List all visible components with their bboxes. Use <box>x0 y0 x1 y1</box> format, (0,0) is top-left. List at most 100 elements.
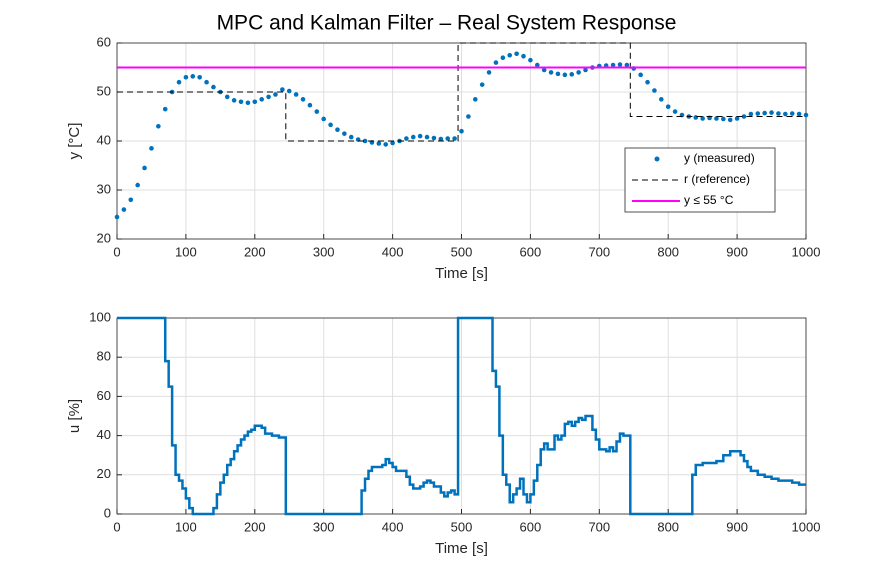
y-tick-label: 40 <box>97 132 111 147</box>
x-tick-label: 900 <box>726 244 748 259</box>
data-point <box>190 74 196 79</box>
x-tick-label: 1000 <box>792 244 821 259</box>
x-tick-label: 300 <box>313 519 335 534</box>
data-point <box>300 97 306 102</box>
data-point <box>493 60 499 65</box>
x-tick-label: 100 <box>175 519 197 534</box>
data-point <box>534 62 540 68</box>
data-point <box>803 112 809 118</box>
data-point <box>610 62 616 68</box>
y-tick-label: 40 <box>97 427 111 442</box>
data-point <box>638 72 643 78</box>
legend-label: y (measured) <box>684 151 755 165</box>
data-point <box>438 136 444 142</box>
data-point <box>362 138 368 144</box>
x-tick-label: 100 <box>175 244 197 259</box>
data-point <box>486 70 492 75</box>
y-tick-label: 0 <box>104 505 111 520</box>
data-point <box>541 67 547 73</box>
x-tick-label: 500 <box>451 244 473 259</box>
data-point <box>135 182 140 188</box>
data-point <box>238 99 244 105</box>
y-tick-label: 80 <box>97 349 111 364</box>
data-point <box>776 111 781 116</box>
data-point <box>231 98 237 103</box>
data-point <box>555 71 561 77</box>
data-point <box>727 117 733 123</box>
data-point <box>569 72 575 77</box>
y-tick-label: 30 <box>97 181 111 196</box>
data-point <box>314 109 320 114</box>
data-point <box>431 135 437 141</box>
x-axis-label: Time [s] <box>435 265 488 282</box>
x-tick-label: 1000 <box>792 519 821 534</box>
legend-label: y ≤ 55 °C <box>684 193 734 207</box>
data-point <box>769 110 774 115</box>
data-point <box>734 116 740 121</box>
data-point <box>755 111 761 116</box>
data-point <box>514 51 519 57</box>
data-point <box>624 62 630 68</box>
data-point <box>280 87 285 92</box>
data-point <box>404 136 409 141</box>
data-point <box>424 134 430 140</box>
data-point <box>259 97 264 102</box>
data-point <box>562 72 568 78</box>
x-tick-label: 200 <box>244 519 266 534</box>
data-point <box>211 84 216 90</box>
y-tick-label: 20 <box>97 230 111 245</box>
data-point <box>328 122 333 128</box>
x-tick-label: 400 <box>382 244 404 259</box>
y-tick-label: 60 <box>97 34 111 49</box>
y-tick-label: 60 <box>97 388 111 403</box>
y-tick-label: 100 <box>89 309 111 324</box>
data-point <box>789 111 795 116</box>
data-point <box>335 127 340 133</box>
data-point <box>142 165 147 171</box>
data-point <box>293 92 299 97</box>
legend-label: r (reference) <box>684 172 750 186</box>
data-point <box>114 214 120 220</box>
data-point <box>693 115 699 120</box>
data-point <box>183 75 189 80</box>
y-axis-label: y [°C] <box>66 123 83 160</box>
data-point <box>266 94 271 100</box>
measured-points <box>114 51 809 220</box>
x-tick-label: 600 <box>520 519 542 534</box>
y-axis-label: u [%] <box>66 399 83 433</box>
x-tick-label: 600 <box>520 244 542 259</box>
data-point <box>176 79 182 85</box>
data-point <box>617 62 623 67</box>
data-point <box>245 100 251 106</box>
data-point <box>672 109 678 114</box>
data-point <box>376 141 382 146</box>
data-point <box>286 88 292 94</box>
data-point <box>548 70 554 75</box>
data-point <box>307 102 313 108</box>
data-point <box>762 110 767 116</box>
data-point <box>748 111 754 117</box>
data-point <box>479 82 485 87</box>
y-tick-label: 20 <box>97 466 111 481</box>
data-point <box>224 94 230 100</box>
data-point <box>156 124 161 129</box>
x-tick-label: 0 <box>113 519 120 534</box>
data-point <box>659 97 664 102</box>
x-tick-label: 200 <box>244 244 266 259</box>
data-point <box>383 142 389 147</box>
data-point <box>390 140 395 146</box>
x-tick-label: 0 <box>113 244 120 259</box>
data-point <box>528 57 533 63</box>
data-point <box>348 134 354 140</box>
data-point <box>128 197 134 203</box>
data-point <box>459 128 464 134</box>
x-axis-label: Time [s] <box>435 540 488 557</box>
data-point <box>783 111 788 117</box>
data-point <box>162 106 168 112</box>
y-tick-label: 50 <box>97 83 111 98</box>
data-point <box>796 111 802 117</box>
data-point <box>417 133 423 139</box>
data-point <box>252 99 258 105</box>
data-line <box>117 316 806 516</box>
data-point <box>149 146 154 151</box>
